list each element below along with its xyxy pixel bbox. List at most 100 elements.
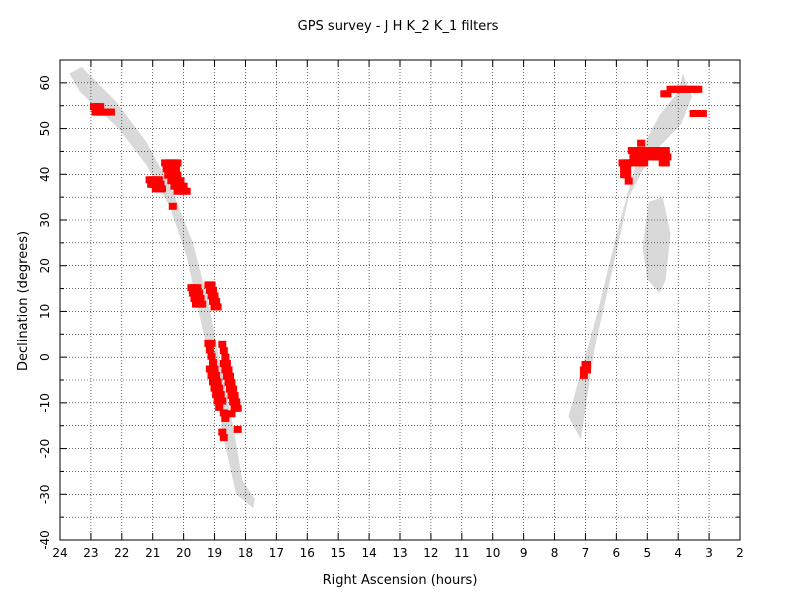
data-point [219, 409, 228, 417]
data-point [212, 297, 221, 305]
data-point [210, 384, 219, 392]
x-tick-label: 15 [331, 546, 346, 560]
data-point [195, 289, 204, 297]
data-point [207, 339, 216, 347]
coverage-band-shape [69, 66, 693, 509]
data-point [218, 397, 227, 405]
x-tick-label: 20 [176, 546, 191, 560]
data-point [154, 176, 163, 184]
data-point [663, 90, 672, 98]
data-point [221, 366, 230, 374]
x-tick-label: 12 [423, 546, 438, 560]
x-tick-label: 3 [705, 546, 713, 560]
data-point [222, 372, 231, 380]
y-axis-label: Declination (degrees) [16, 231, 31, 371]
data-point [698, 110, 707, 117]
data-point [212, 371, 221, 379]
data-point [624, 177, 633, 185]
data-point [156, 180, 165, 188]
data-point [207, 281, 216, 289]
x-axis-label: Right Ascension (hours) [323, 573, 478, 588]
data-point [205, 346, 214, 354]
data-point [107, 108, 115, 116]
data-point [583, 361, 591, 368]
y-tick-label: -20 [38, 439, 52, 459]
data-point [215, 403, 224, 411]
x-tick-label: 24 [52, 546, 67, 560]
x-tick-label: 4 [674, 546, 682, 560]
data-point [209, 359, 217, 367]
data-point [209, 286, 217, 294]
data-points [90, 85, 707, 442]
data-point [213, 303, 222, 311]
data-point [212, 391, 221, 399]
x-tick-label: 9 [520, 546, 528, 560]
x-tick-label: 14 [361, 546, 376, 560]
data-point [229, 398, 238, 406]
data-point [176, 177, 185, 185]
data-point [663, 153, 672, 161]
data-point [182, 187, 191, 195]
data-point [196, 295, 205, 303]
data-point [210, 292, 219, 300]
y-tick-label: 40 [38, 167, 52, 182]
data-point [661, 147, 670, 154]
y-tick-label: 50 [38, 121, 52, 136]
data-point [213, 397, 222, 405]
data-point [233, 425, 242, 433]
y-tick-label: -40 [38, 530, 52, 550]
x-tick-label: 7 [582, 546, 590, 560]
data-point [216, 391, 225, 399]
data-point [219, 347, 228, 355]
data-point [173, 159, 182, 167]
data-point [168, 202, 177, 210]
data-point [579, 371, 588, 379]
data-point [637, 139, 646, 147]
coverage-band [69, 66, 693, 509]
data-point [198, 300, 207, 308]
data-point [221, 353, 230, 361]
x-tick-label: 18 [238, 546, 253, 560]
y-tick-label: 30 [38, 212, 52, 227]
data-point [694, 85, 703, 93]
data-point [213, 378, 222, 386]
y-tick-label: -10 [38, 393, 52, 413]
y-tick-label: 60 [38, 75, 52, 90]
y-tick-label: -30 [38, 484, 52, 504]
data-point [640, 159, 649, 167]
data-point [227, 410, 236, 418]
data-point [623, 165, 632, 173]
data-point [219, 434, 228, 442]
data-point [623, 171, 632, 179]
chart-title: GPS survey - J H K_2 K_1 filters [298, 19, 499, 34]
x-tick-label: 23 [83, 546, 98, 560]
data-point [224, 379, 233, 387]
data-point [215, 384, 224, 392]
x-tick-label: 21 [145, 546, 160, 560]
plot-frame [59, 59, 741, 541]
data-point [179, 182, 188, 190]
grid [59, 59, 741, 541]
data-point [171, 165, 180, 173]
x-tick-label: 16 [300, 546, 315, 560]
data-point [96, 103, 105, 111]
data-point [205, 365, 214, 373]
tick-labels: 24 23 22 21 20 19 18 17 16 15 14 13 12 11 10 9 8 7 6 5 4 3 2 60… [38, 75, 744, 560]
y-tick-label: 20 [38, 258, 52, 273]
data-point [207, 352, 216, 360]
data-point [661, 159, 670, 167]
y-tick-label: 10 [38, 304, 52, 319]
data-point [210, 365, 219, 373]
data-point [173, 171, 182, 179]
x-tick-label: 17 [269, 546, 284, 560]
x-tick-label: 10 [485, 546, 500, 560]
x-tick-label: 19 [207, 546, 222, 560]
data-point [227, 392, 236, 399]
data-point [218, 428, 227, 436]
data-point [583, 366, 591, 374]
data-point [209, 378, 217, 386]
data-point [158, 185, 166, 193]
x-tick-label: 5 [643, 546, 651, 560]
data-point [627, 159, 636, 167]
